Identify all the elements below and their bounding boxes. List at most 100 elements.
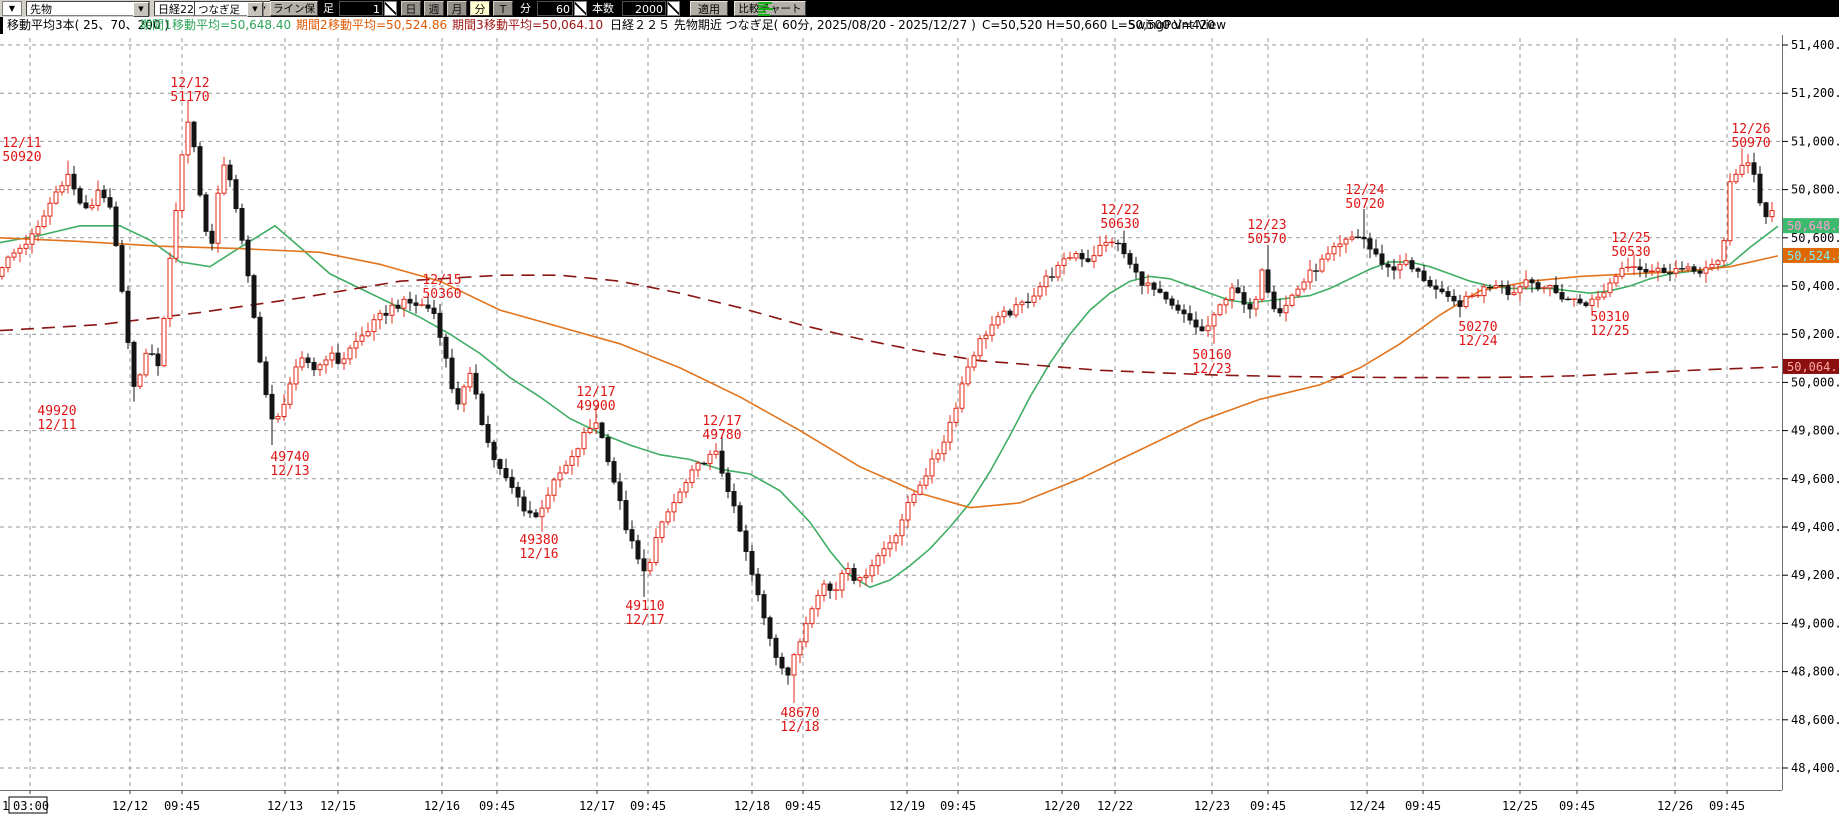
ma-period3-label: 期間3 bbox=[452, 18, 484, 32]
price-chart[interactable]: 12/115092012/12511704992012/114974012/13… bbox=[0, 35, 1839, 818]
time-axis-label: 12/20 bbox=[1044, 799, 1080, 813]
swing-point-labels: 12/115092012/12511704992012/114974012/13… bbox=[2, 76, 1770, 735]
time-axis-label: 09:45 bbox=[785, 799, 821, 813]
time-axis-label: 09:45 bbox=[1250, 799, 1286, 813]
swing-label: 12/11 bbox=[2, 136, 41, 151]
swing-label: 12/18 bbox=[780, 720, 819, 735]
period-day-button[interactable]: 日 bbox=[401, 1, 421, 16]
time-axis-label: 12/15 bbox=[320, 799, 356, 813]
ma-settings-text: 移動平均3本( 25、70、200 ) bbox=[7, 18, 170, 32]
swing-label: 12/17 bbox=[625, 613, 664, 628]
time-axis-label: 09:45 bbox=[1405, 799, 1441, 813]
count-input[interactable]: 2000 bbox=[622, 1, 666, 16]
toolbar-grip-dropdown[interactable]: ▼ bbox=[2, 1, 22, 16]
swing-label: 49380 bbox=[519, 533, 558, 548]
swing-label: 49780 bbox=[702, 428, 741, 443]
ma-value-badge bbox=[1783, 247, 1839, 263]
price-axis-label: 49,400.0 bbox=[1791, 520, 1839, 534]
candlestick-layer bbox=[0, 100, 1775, 703]
period-tick-button[interactable]: T bbox=[493, 1, 513, 16]
swing-label: 48670 bbox=[780, 706, 819, 721]
swingpoint-view-label: SwingPoint View bbox=[1128, 18, 1227, 32]
minute-label: 分 bbox=[520, 2, 531, 15]
bar-count-input[interactable]: 1 bbox=[339, 1, 383, 16]
time-axis-label: 09:45 bbox=[1559, 799, 1595, 813]
time-axis-label: 12/24 bbox=[1349, 799, 1385, 813]
swing-label: 12/11 bbox=[37, 418, 76, 433]
swing-label: 51170 bbox=[170, 90, 209, 105]
ma-period1-label: 期間1 bbox=[140, 18, 172, 32]
time-axis-label: 12/16 bbox=[424, 799, 460, 813]
period-week-button[interactable]: 週 bbox=[424, 1, 444, 16]
swing-label: 12/24 bbox=[1458, 334, 1497, 349]
swing-label: 12/23 bbox=[1192, 362, 1231, 377]
chart-area[interactable]: 12/11 50920 12/12 51170 49920 12/11 49740 12/13… bbox=[0, 35, 1839, 818]
ma-value-badge bbox=[1783, 358, 1839, 374]
price-axis-label: 51,200.0 bbox=[1791, 86, 1839, 100]
swing-label: 12/17 bbox=[576, 385, 615, 400]
moving-average-25 bbox=[0, 224, 1779, 589]
time-axis-label: 12/17 bbox=[579, 799, 615, 813]
count-label: 本数 bbox=[592, 2, 614, 15]
time-axis-label: 09:45 bbox=[940, 799, 976, 813]
chevron-down-icon[interactable]: ▼ bbox=[247, 2, 263, 17]
crosshair-time-box bbox=[8, 796, 48, 814]
swing-label: 50630 bbox=[1100, 217, 1139, 232]
chart-type-select-value: つなぎ足 bbox=[198, 4, 240, 16]
grid-lines bbox=[0, 38, 1782, 790]
swing-label: 50720 bbox=[1345, 197, 1384, 212]
symbol-select-value: 日経225 bbox=[158, 3, 201, 16]
time-axis-label: 09:45 bbox=[630, 799, 666, 813]
minute-input[interactable]: 60 bbox=[537, 1, 573, 16]
price-axis: 51,400.0 51,200.0 51,000.0 50,800.0 50,600.0… bbox=[0, 35, 1839, 791]
time-axis-label: 12/19 bbox=[889, 799, 925, 813]
ma-value-badge-text: 50,648.4 bbox=[1787, 219, 1839, 233]
swing-label: 12/12 bbox=[170, 76, 209, 91]
time-axis-label: 09:45 bbox=[1709, 799, 1745, 813]
price-axis-label: 50,600.0 bbox=[1791, 231, 1839, 245]
ma-period2-value: 移動平均=50,524.86 bbox=[328, 18, 448, 32]
chevron-down-icon[interactable]: ▼ bbox=[133, 2, 149, 17]
period-month-button[interactable]: 月 bbox=[447, 1, 467, 16]
price-axis-label: 49,800.0 bbox=[1791, 424, 1839, 438]
info-bar-grip bbox=[0, 17, 3, 34]
market-select[interactable]: 先物 ▼ bbox=[26, 1, 150, 17]
swing-label: 49740 bbox=[270, 450, 309, 465]
time-axis-label: 12/18 bbox=[734, 799, 770, 813]
ma-value-badge bbox=[1783, 218, 1839, 234]
ma-period3-value: 移動平均=50,064.10 bbox=[484, 18, 604, 32]
save-lines-button[interactable]: ライン保存 bbox=[270, 1, 318, 28]
time-axis-label: 12/12 bbox=[112, 799, 148, 813]
swing-label: 50920 bbox=[2, 150, 41, 165]
price-axis-label: 49,000.0 bbox=[1791, 616, 1839, 630]
ma-period2-label: 期間2 bbox=[296, 18, 328, 32]
ma-value-badge-text: 50,064.1 bbox=[1787, 360, 1839, 374]
instrument-title: 日経２２５ 先物期近 つなぎ足( 60分, 2025/08/20 - 2025/… bbox=[610, 18, 976, 32]
chart-type-select[interactable]: つなぎ足 ▼ bbox=[194, 1, 264, 17]
bar-count-spinner[interactable] bbox=[384, 1, 397, 16]
apply-button[interactable]: 適用 bbox=[690, 1, 728, 16]
moving-average-70 bbox=[0, 237, 1779, 509]
swing-label: 50310 bbox=[1590, 310, 1629, 325]
swing-label: 12/25 bbox=[1590, 324, 1629, 339]
crosshair-time-text: 03:00 bbox=[13, 799, 49, 813]
time-axis-label: 09:45 bbox=[479, 799, 515, 813]
swing-label: 12/23 bbox=[1247, 218, 1286, 233]
price-axis-label: 49,200.0 bbox=[1791, 568, 1839, 582]
price-axis-label: 50,800.0 bbox=[1791, 183, 1839, 197]
ma-value-badge-text: 50,524.8 bbox=[1787, 249, 1839, 263]
market-list-icon[interactable] bbox=[757, 1, 775, 16]
swing-label: 12/17 bbox=[702, 414, 741, 429]
minute-spinner[interactable] bbox=[574, 1, 587, 16]
market-select-value: 先物 bbox=[30, 3, 52, 16]
swing-label: 12/16 bbox=[519, 547, 558, 562]
price-axis-label: 50,200.0 bbox=[1791, 327, 1839, 341]
swing-label: 12/26 bbox=[1731, 122, 1770, 137]
swing-label: 50970 bbox=[1731, 136, 1770, 151]
count-spinner[interactable] bbox=[667, 1, 680, 16]
period-minute-button[interactable]: 分 bbox=[470, 1, 490, 16]
time-axis-label: 12/13 bbox=[267, 799, 303, 813]
time-axis-label: 12/22 bbox=[1097, 799, 1133, 813]
ohlc-readout: C=50,520 H=50,660 L=50,500 V=420 bbox=[982, 18, 1215, 32]
time-axis-label: 09:45 bbox=[164, 799, 200, 813]
